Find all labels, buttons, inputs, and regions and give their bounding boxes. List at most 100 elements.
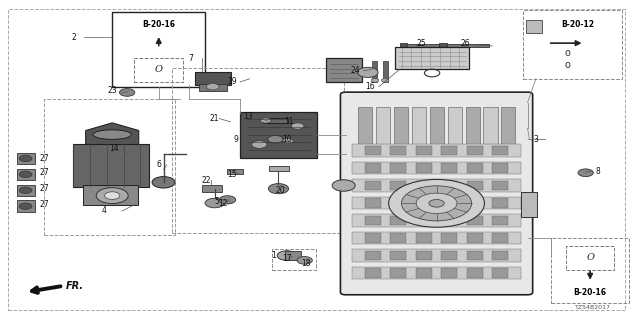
Text: O: O (586, 253, 594, 262)
Bar (352, 162, 521, 174)
Bar (467, 163, 483, 173)
Bar (390, 146, 406, 155)
Bar (416, 233, 432, 243)
Text: 22: 22 (202, 176, 211, 185)
Text: 25: 25 (416, 39, 426, 48)
Bar (442, 268, 458, 278)
Circle shape (297, 257, 312, 264)
Bar (365, 268, 381, 278)
Bar (73, 144, 149, 188)
Bar (416, 251, 432, 260)
Text: 19: 19 (227, 77, 237, 86)
Bar (365, 198, 381, 208)
Bar (365, 251, 381, 260)
Circle shape (152, 177, 175, 188)
Circle shape (371, 78, 379, 82)
Bar (352, 232, 521, 244)
Bar (526, 20, 542, 33)
Circle shape (19, 187, 32, 194)
Bar (365, 181, 381, 190)
Text: 24: 24 (350, 66, 360, 75)
Text: 2: 2 (72, 33, 77, 42)
Circle shape (252, 141, 267, 148)
Bar (269, 166, 289, 171)
Text: B-20-16: B-20-16 (142, 20, 175, 29)
Text: 27: 27 (39, 154, 49, 163)
Bar (467, 198, 483, 208)
Bar (416, 268, 432, 278)
Text: 27: 27 (39, 168, 49, 177)
Bar (365, 216, 381, 225)
Bar (467, 146, 483, 155)
Bar (358, 107, 372, 150)
Bar (390, 233, 406, 243)
Text: B-20-16: B-20-16 (573, 288, 607, 297)
Bar (440, 43, 447, 48)
Circle shape (206, 84, 219, 90)
Bar (442, 163, 458, 173)
Bar (551, 238, 629, 303)
Bar (352, 144, 521, 157)
Bar (466, 107, 479, 150)
Text: 18: 18 (301, 259, 310, 268)
Circle shape (104, 192, 120, 199)
Bar (365, 233, 381, 243)
Bar (390, 198, 406, 208)
Bar (372, 61, 378, 82)
Bar (430, 107, 444, 150)
Ellipse shape (93, 130, 131, 140)
Bar (17, 185, 35, 196)
Circle shape (96, 188, 128, 204)
Bar (113, 12, 205, 87)
Bar (172, 68, 344, 233)
Text: 8: 8 (595, 167, 600, 176)
Bar (17, 200, 35, 212)
Bar (442, 181, 458, 190)
Text: TZ54B2017: TZ54B2017 (575, 305, 611, 310)
Bar (492, 233, 508, 243)
Circle shape (429, 199, 444, 207)
Circle shape (268, 135, 283, 143)
Circle shape (358, 67, 378, 77)
Bar (523, 10, 622, 79)
Bar (17, 153, 35, 164)
Bar (390, 181, 406, 190)
Bar (376, 107, 390, 150)
Bar (352, 267, 521, 279)
Bar (365, 163, 381, 173)
Text: 26: 26 (461, 39, 470, 48)
Circle shape (277, 251, 296, 260)
Bar (402, 44, 442, 47)
Circle shape (332, 180, 355, 191)
Bar (442, 198, 458, 208)
Bar (83, 185, 138, 205)
Bar (467, 216, 483, 225)
Circle shape (19, 171, 32, 178)
Text: 14: 14 (109, 144, 119, 153)
Bar (492, 163, 508, 173)
Bar (390, 251, 406, 260)
Bar (285, 251, 301, 260)
Bar (467, 268, 483, 278)
Bar (521, 192, 537, 217)
Text: 5: 5 (214, 197, 219, 206)
Bar (442, 233, 458, 243)
Circle shape (578, 169, 593, 177)
Text: 21: 21 (210, 114, 220, 123)
Text: 23: 23 (108, 86, 117, 95)
Bar (394, 107, 408, 150)
Bar (383, 61, 388, 82)
Bar (202, 185, 222, 192)
Bar (227, 169, 243, 174)
Text: 3: 3 (533, 135, 538, 144)
Bar (442, 251, 458, 260)
Text: 27: 27 (39, 184, 49, 193)
Text: 1: 1 (271, 251, 276, 260)
Text: 15: 15 (227, 170, 237, 179)
Circle shape (19, 155, 32, 162)
Bar (442, 216, 458, 225)
Circle shape (388, 180, 484, 227)
Text: 27: 27 (39, 200, 49, 209)
Text: B-20-12: B-20-12 (561, 20, 594, 29)
Polygon shape (86, 123, 139, 154)
